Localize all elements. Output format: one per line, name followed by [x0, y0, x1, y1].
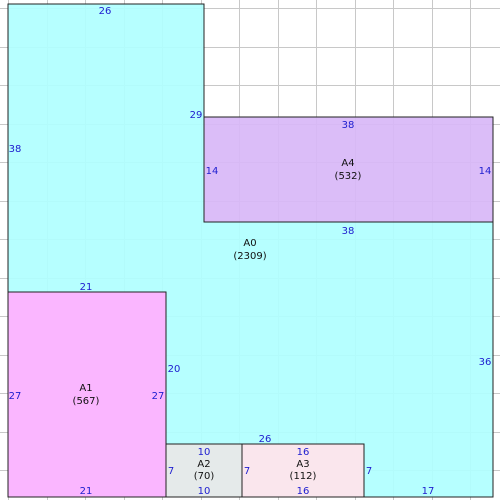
- area-a4-name: A4: [341, 158, 354, 169]
- area-a1[interactable]: [7, 291, 167, 498]
- area-a2-size: (70): [194, 471, 215, 482]
- dim-a2-top: 10: [198, 447, 211, 458]
- area-a0-size: (2309): [233, 251, 266, 262]
- dim-a0-notch-left: 29: [190, 110, 203, 121]
- dim-a4-right: 14: [479, 166, 492, 177]
- dim-a2-right: 7: [244, 466, 250, 477]
- dim-a3-right: 7: [366, 466, 372, 477]
- dim-a1-right: 27: [152, 391, 165, 402]
- dim-a1-left: 27: [9, 391, 22, 402]
- dim-a1-top: 21: [80, 282, 93, 293]
- area-a1-size: (567): [73, 396, 100, 407]
- dim-a0-bottom-right: 17: [422, 486, 435, 497]
- dim-a4-top: 38: [342, 120, 355, 131]
- dim-a1-bottom: 21: [80, 486, 93, 497]
- area-a2[interactable]: [165, 443, 243, 498]
- dim-a3-top: 16: [297, 447, 310, 458]
- dim-a0-top: 26: [99, 6, 112, 17]
- dim-a0-right-of-a1: 20: [168, 364, 181, 375]
- dim-a4-left: 14: [206, 166, 219, 177]
- area-a3[interactable]: [241, 443, 365, 498]
- area-a3-name: A3: [296, 459, 309, 470]
- dim-a3-bottom: 16: [297, 486, 310, 497]
- area-a1-name: A1: [79, 383, 92, 394]
- area-a4-size: (532): [335, 171, 362, 182]
- area-a3-size: (112): [290, 471, 317, 482]
- area-a4[interactable]: [203, 116, 494, 223]
- dim-a0-above-a2a3: 26: [259, 434, 272, 445]
- dim-a4-bottom: 38: [342, 226, 355, 237]
- dim-a0-right: 36: [479, 357, 492, 368]
- area-a0-name: A0: [243, 238, 256, 249]
- dim-a2-bottom: 10: [198, 486, 211, 497]
- dim-a0-left: 38: [9, 144, 22, 155]
- area-a2-name: A2: [197, 459, 210, 470]
- dim-a2-left: 7: [168, 466, 174, 477]
